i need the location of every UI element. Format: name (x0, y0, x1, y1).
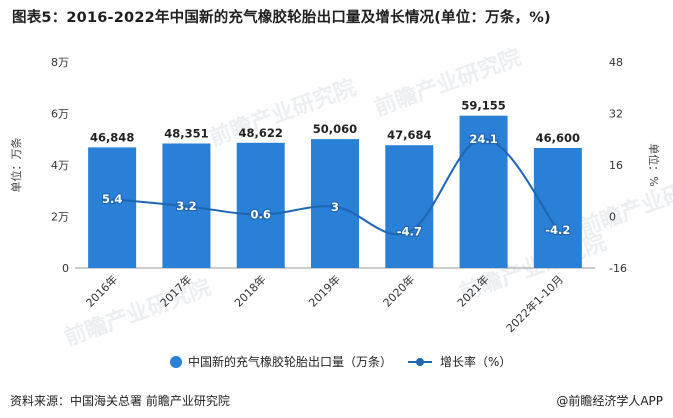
x-tick-label: 2017年 (157, 272, 194, 309)
source-note: 资料来源：中国海关总署 前瞻产业研究院 (10, 394, 230, 408)
bar-value-label: 48,622 (239, 126, 283, 140)
y2-tick-label: 48 (609, 56, 623, 69)
growth-value-label: -4.2 (545, 223, 570, 237)
growth-line (112, 137, 559, 236)
bar-value-label: 47,684 (387, 128, 431, 142)
bar-value-label: 50,060 (313, 122, 357, 136)
bar (88, 147, 137, 268)
x-tick-label: 2022年1-10月 (503, 272, 566, 335)
growth-value-label: 0.6 (251, 208, 271, 222)
y2-axis-label: 单位：% (647, 143, 661, 186)
bar-value-label: 48,351 (164, 126, 208, 140)
y-tick-label: 2万 (51, 211, 69, 224)
y-tick-label: 4万 (51, 159, 69, 172)
growth-value-label: 3 (331, 200, 339, 214)
x-tick-label: 2016年 (83, 272, 120, 309)
growth-line-path (112, 137, 559, 236)
y-tick-label: 6万 (51, 108, 69, 121)
brand-note: @前瞻经济学人APP (556, 394, 663, 408)
y2-tick-label: 0 (609, 211, 616, 224)
bar-labels: 46,848 48,351 48,622 50,060 47,684 59,155 46,6… (90, 99, 580, 145)
growth-value-label: 5.4 (102, 192, 122, 206)
x-tick-label: 2018年 (231, 272, 268, 309)
y-tick-label: 8万 (51, 56, 69, 69)
y-axis-label: 单位：万条 (9, 138, 23, 193)
bar (385, 145, 434, 268)
bar (533, 148, 582, 268)
bars (88, 115, 582, 268)
chart-title: 图表5：2016-2022年中国新的充气橡胶轮胎出口量及增长情况(单位：万条，%… (12, 10, 551, 26)
line-labels: 5.4 3.2 0.6 3 -4.7 24.1 -4.2 (101, 131, 572, 240)
bar (459, 115, 508, 268)
growth-value-label: 3.2 (176, 199, 196, 213)
growth-value-label: 24.1 (469, 132, 497, 146)
bar-value-label: 46,848 (90, 130, 134, 144)
legend-line-marker (416, 358, 424, 366)
x-tick-label: 2019年 (306, 272, 343, 309)
growth-value-label: -4.7 (397, 225, 422, 239)
y-tick-label: 0 (62, 262, 69, 275)
bar-value-label: 59,155 (461, 99, 505, 113)
legend-line-label: 增长率（%） (440, 354, 511, 369)
bar (236, 142, 285, 268)
y2-tick-label: 16 (609, 159, 623, 172)
legend-bar-marker (170, 356, 182, 368)
x-tick-label: 2021年 (454, 272, 491, 309)
legend: 中国新的充气橡胶轮胎出口量（万条） 增长率（%） (170, 354, 511, 369)
y2-tick-label: 32 (609, 108, 623, 121)
legend-bar-label: 中国新的充气橡胶轮胎出口量（万条） (188, 354, 392, 369)
bar (311, 139, 359, 268)
y2-tick-label: -16 (609, 262, 627, 275)
bar-value-label: 46,600 (536, 131, 580, 145)
x-tick-label: 2020年 (380, 272, 417, 309)
